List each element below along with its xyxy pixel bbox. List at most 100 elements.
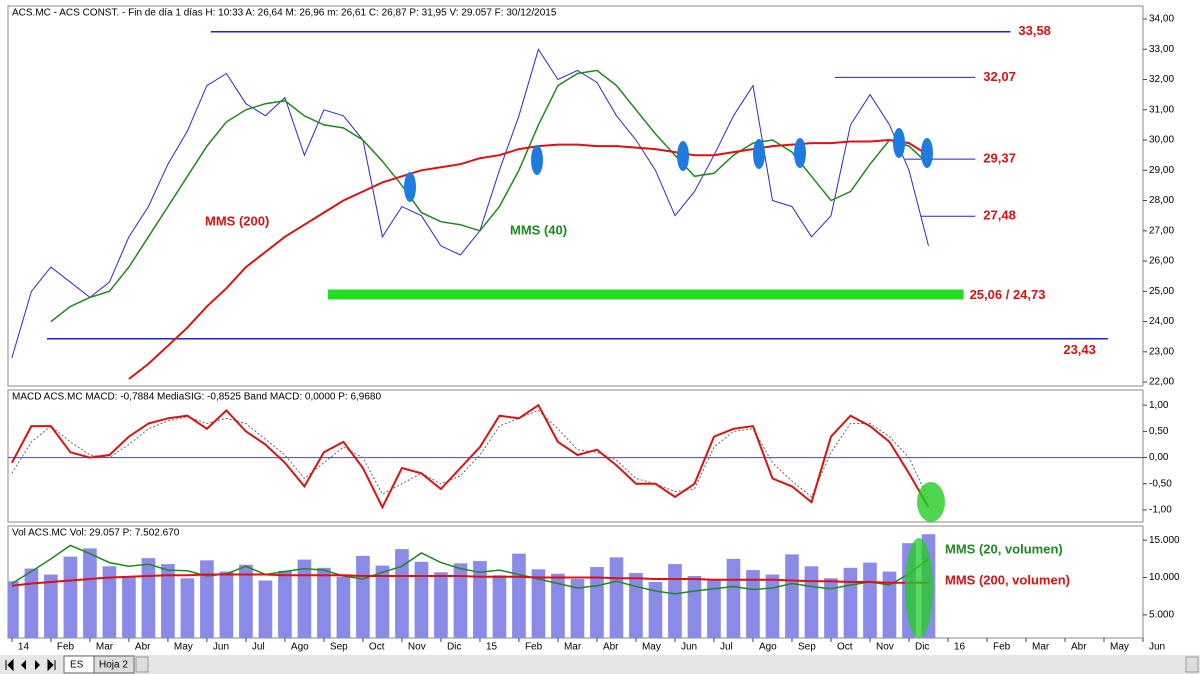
- panel-title: Vol ACS.MC Vol: 29.057 P: 7.502.670: [12, 528, 180, 539]
- x-tick-label: Dic: [447, 642, 461, 653]
- tab[interactable]: [93, 655, 135, 674]
- x-tick-label: Abr: [603, 642, 619, 653]
- x-tick-label: Dic: [915, 642, 929, 653]
- cross-marker: [531, 145, 543, 175]
- y-tick-label: 28,00: [1149, 195, 1174, 206]
- level-label: 29,37: [983, 151, 1016, 166]
- x-tick-label: Jun: [213, 642, 229, 653]
- tab-bar-bg: [0, 655, 1200, 674]
- cross-marker: [404, 172, 416, 202]
- cross-marker: [753, 139, 765, 169]
- vol-ma200-label: MMS (200, volumen): [945, 572, 1070, 587]
- level-label: 33,58: [1018, 23, 1051, 38]
- y-tick-label: 31,00: [1149, 104, 1174, 115]
- y-tick-label: 24,00: [1149, 316, 1174, 327]
- nav-arrows[interactable]: [5, 658, 56, 672]
- level-label: 27,48: [983, 208, 1016, 223]
- volume-bar: [707, 579, 721, 638]
- x-tick-label: 14: [18, 642, 30, 653]
- volume-bar: [453, 563, 468, 638]
- x-tick-label: Ago: [759, 642, 777, 653]
- y-tick-label: 27,00: [1149, 225, 1174, 236]
- level-label: 23,43: [1063, 342, 1096, 357]
- panel-frame: [7, 389, 1144, 523]
- x-tick-label: Mar: [1032, 642, 1050, 653]
- x-tick-label: Sep: [798, 642, 816, 653]
- volume-bar: [824, 578, 838, 638]
- volume-bar: [629, 573, 643, 638]
- volume-bar: [200, 560, 214, 638]
- panel-frame: [7, 5, 1144, 387]
- y-tick-label: 26,00: [1149, 256, 1174, 267]
- volume-bar: [843, 567, 858, 638]
- x-tick-label: Mar: [564, 642, 582, 653]
- y-tick-label: 32,00: [1149, 74, 1174, 85]
- x-tick-label: May: [174, 642, 193, 653]
- volume-bar: [882, 571, 897, 638]
- y-tick-label: 23,00: [1149, 346, 1174, 357]
- cross-markers: [404, 128, 933, 202]
- cross-marker: [677, 141, 689, 171]
- cross-marker: [794, 138, 806, 168]
- y-tick-label: 0,50: [1149, 426, 1169, 437]
- volume-bar: [278, 570, 292, 638]
- series-line: [11, 48, 929, 359]
- volume-bar: [863, 562, 877, 638]
- x-tick-label: Abr: [135, 642, 151, 653]
- volume-bar: [161, 564, 175, 638]
- x-tick-label: Jul: [720, 642, 733, 653]
- y-tick-label: 30,00: [1149, 135, 1174, 146]
- series-line: [11, 544, 929, 595]
- volume-bar: [414, 561, 429, 638]
- volume-bar: [356, 555, 370, 638]
- tab-label[interactable]: Hoja 2: [99, 660, 128, 671]
- y-tick-label: 33,00: [1149, 44, 1174, 55]
- x-tick-label: Mar: [96, 642, 114, 653]
- series-line: [11, 409, 929, 500]
- panel-title: ACS.MC - ACS CONST. - Fin de día 1 días …: [12, 8, 557, 19]
- volume-bar: [609, 557, 624, 638]
- x-tick-label: May: [642, 642, 661, 653]
- volume-bar: [531, 569, 546, 638]
- volume-bar: [63, 556, 78, 638]
- x-tick-label: Oct: [369, 642, 385, 653]
- tab-bar: ES Hoja 2: [0, 655, 1200, 674]
- tab-label[interactable]: ES: [70, 660, 84, 671]
- volume-bar: [804, 566, 819, 638]
- volume-bar: [24, 568, 39, 638]
- series-line: [11, 403, 930, 510]
- volume-bar: [746, 570, 760, 638]
- nav-last[interactable]: [47, 658, 56, 672]
- x-tick-label: May: [1110, 642, 1129, 653]
- volume-bar: [83, 548, 97, 638]
- scroll-button[interactable]: [1185, 656, 1199, 673]
- nav-next[interactable]: [35, 660, 40, 670]
- x-tick-label: Ago: [291, 642, 309, 653]
- y-tick-label: 1,00: [1149, 400, 1169, 411]
- nav-first[interactable]: [5, 658, 14, 672]
- volume-bar: [473, 561, 487, 638]
- ma40-label: MMS (40): [510, 222, 567, 237]
- x-tick-label: Abr: [1071, 642, 1087, 653]
- volume-highlight: [905, 538, 933, 638]
- scroll-button[interactable]: [135, 656, 149, 673]
- panel-title: MACD ACS.MC MACD: -0,7884 MediaSIG: -0,8…: [12, 392, 381, 403]
- ma200-label: MMS (200): [205, 213, 269, 228]
- y-tick-label: -1,00: [1149, 505, 1172, 516]
- volume-bar: [122, 576, 136, 638]
- volume-bar: [317, 567, 331, 638]
- x-tick-label: Jun: [681, 642, 697, 653]
- x-tick-label: 16: [954, 642, 966, 653]
- panel: [11, 30, 1108, 380]
- nav-prev[interactable]: [21, 660, 26, 670]
- volume-bar: [297, 559, 312, 638]
- cross-marker: [893, 128, 905, 158]
- volume-bar: [765, 574, 780, 638]
- volume-bar: [239, 564, 253, 638]
- volume-bar: [258, 580, 273, 638]
- y-tick-label: 10.000: [1149, 572, 1180, 583]
- y-tick-label: -0,50: [1149, 478, 1172, 489]
- volume-bar: [141, 558, 156, 638]
- x-tick-label: Nov: [408, 642, 426, 653]
